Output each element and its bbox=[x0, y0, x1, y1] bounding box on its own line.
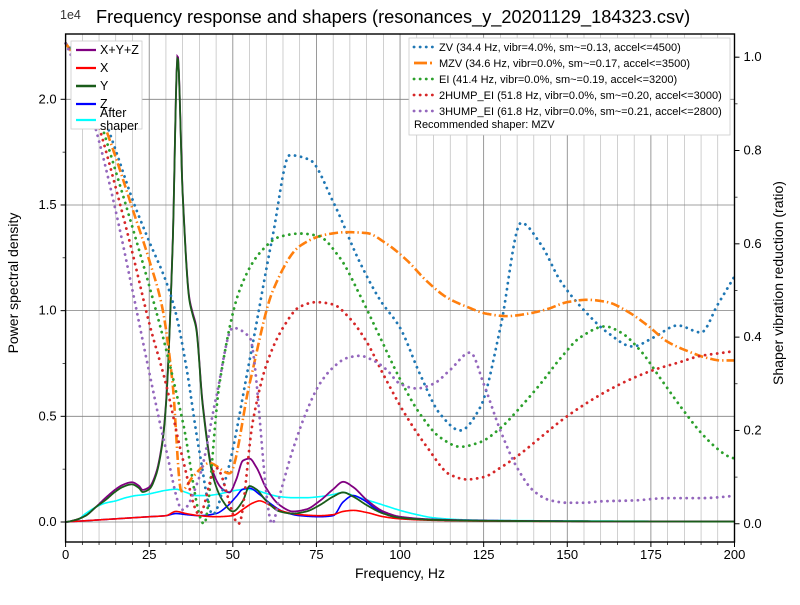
svg-text:1.0: 1.0 bbox=[39, 303, 57, 318]
svg-text:X: X bbox=[100, 61, 109, 75]
svg-text:X+Y+Z: X+Y+Z bbox=[100, 43, 139, 57]
svg-text:0: 0 bbox=[62, 547, 69, 562]
svg-text:75: 75 bbox=[309, 547, 323, 562]
svg-text:Frequency response and shapers: Frequency response and shapers (resonanc… bbox=[96, 7, 690, 28]
svg-text:Power spectral density: Power spectral density bbox=[5, 213, 21, 354]
svg-text:125: 125 bbox=[473, 547, 495, 562]
svg-text:1e4: 1e4 bbox=[60, 8, 81, 22]
svg-text:1.5: 1.5 bbox=[39, 197, 57, 212]
svg-text:200: 200 bbox=[724, 547, 746, 562]
svg-text:EI (41.4 Hz, vibr=0.0%, sm~=0.: EI (41.4 Hz, vibr=0.0%, sm~=0.19, accel<… bbox=[439, 74, 677, 86]
svg-text:100: 100 bbox=[389, 547, 411, 562]
svg-text:0.0: 0.0 bbox=[39, 514, 57, 529]
svg-text:0.4: 0.4 bbox=[744, 329, 762, 344]
svg-text:25: 25 bbox=[142, 547, 156, 562]
svg-text:175: 175 bbox=[640, 547, 662, 562]
svg-text:2.0: 2.0 bbox=[39, 91, 57, 106]
svg-text:0.5: 0.5 bbox=[39, 408, 57, 423]
svg-text:Recommended shaper: MZV: Recommended shaper: MZV bbox=[414, 119, 555, 131]
svg-text:1.0: 1.0 bbox=[744, 49, 762, 64]
svg-text:ZV (34.4 Hz, vibr=4.0%, sm~=0.: ZV (34.4 Hz, vibr=4.0%, sm~=0.13, accel<… bbox=[439, 42, 681, 54]
svg-text:shaper: shaper bbox=[100, 119, 138, 133]
svg-text:Shaper vibration reduction (ra: Shaper vibration reduction (ratio) bbox=[770, 181, 786, 385]
svg-text:After: After bbox=[100, 106, 126, 120]
svg-text:0.2: 0.2 bbox=[744, 422, 762, 437]
svg-text:150: 150 bbox=[556, 547, 578, 562]
svg-text:50: 50 bbox=[226, 547, 240, 562]
svg-text:0.0: 0.0 bbox=[744, 516, 762, 531]
svg-text:2HUMP_EI (51.8 Hz, vibr=0.0%,: 2HUMP_EI (51.8 Hz, vibr=0.0%, sm~=0.20, … bbox=[439, 90, 722, 102]
svg-text:MZV (34.6 Hz, vibr=0.0%, sm~=0: MZV (34.6 Hz, vibr=0.0%, sm~=0.17, accel… bbox=[439, 58, 690, 70]
svg-text:3HUMP_EI (61.8 Hz, vibr=0.0%,: 3HUMP_EI (61.8 Hz, vibr=0.0%, sm~=0.21, … bbox=[439, 106, 722, 118]
svg-text:Y: Y bbox=[100, 79, 109, 93]
svg-text:Frequency, Hz: Frequency, Hz bbox=[355, 565, 445, 581]
svg-text:0.6: 0.6 bbox=[744, 236, 762, 251]
svg-text:0.8: 0.8 bbox=[744, 143, 762, 158]
